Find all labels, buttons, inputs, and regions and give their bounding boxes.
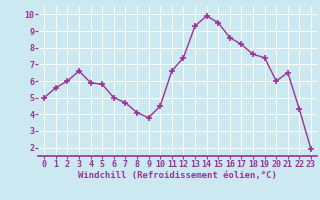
X-axis label: Windchill (Refroidissement éolien,°C): Windchill (Refroidissement éolien,°C) — [78, 171, 277, 180]
